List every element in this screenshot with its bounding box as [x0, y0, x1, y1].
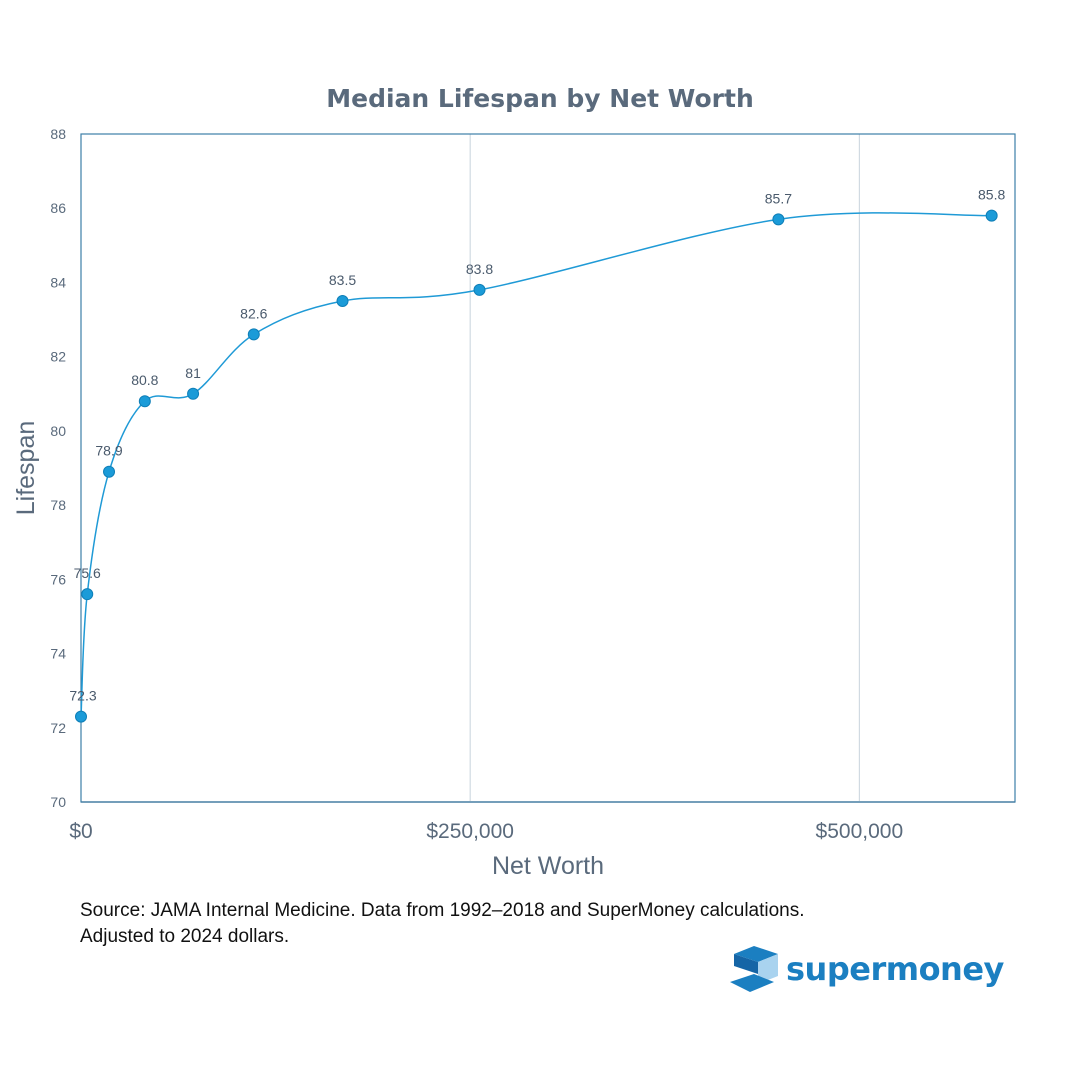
plot-area-frame: [80, 133, 1016, 803]
data-label: 85.7: [765, 190, 792, 206]
x-axis-label: Net Worth: [492, 852, 604, 880]
x-axis-ticks: $0 $250,000 $500,000: [69, 820, 903, 843]
y-tick-label: 82: [50, 349, 66, 365]
brand-logo: supermoney: [728, 942, 1018, 1002]
y-axis-label: Lifespan: [12, 421, 40, 516]
y-tick-label: 76: [50, 571, 66, 587]
y-tick-label: 88: [50, 126, 66, 142]
brand-name: supermoney: [786, 950, 1004, 988]
data-point: [138, 395, 151, 408]
x-tick-label: $250,000: [426, 820, 514, 843]
data-label: 81: [185, 365, 201, 381]
y-tick-label: 84: [50, 274, 66, 290]
data-label: 75.6: [74, 565, 101, 581]
data-point: [473, 283, 486, 296]
y-tick-label: 70: [50, 794, 66, 810]
series-lifespan: 72.3 75.6 78.9 80.8 81 82.6 83.5 83.8 85.7 85.8: [69, 187, 1005, 723]
data-label: 85.8: [978, 187, 1005, 203]
data-label: 83.8: [466, 261, 493, 277]
data-label: 72.3: [69, 688, 96, 704]
y-axis-ticks: 70 72 74 76 78 80 82 84 86 88: [50, 126, 66, 810]
source-note: Source: JAMA Internal Medicine. Data fro…: [80, 898, 980, 950]
y-tick-label: 80: [50, 423, 66, 439]
supermoney-logo-icon: [730, 946, 778, 992]
source-line-2: Adjusted to 2024 dollars.: [80, 926, 290, 947]
y-tick-label: 72: [50, 720, 66, 736]
data-point: [985, 209, 998, 222]
data-label: 78.9: [95, 443, 122, 459]
data-label: 82.6: [240, 305, 267, 321]
data-point: [247, 328, 260, 341]
data-point: [336, 295, 349, 307]
data-point: [103, 465, 116, 478]
x-tick-label: $0: [69, 820, 92, 843]
chart-title: Median Lifespan by Net Worth: [326, 84, 754, 113]
data-label: 83.5: [329, 272, 356, 288]
data-label: 80.8: [131, 372, 158, 388]
source-line-1: Source: JAMA Internal Medicine. Data fro…: [80, 900, 805, 921]
data-point: [187, 387, 200, 400]
series-line: [80, 212, 992, 717]
data-point: [772, 213, 785, 226]
y-tick-label: 74: [50, 646, 66, 662]
lifespan-chart: Median Lifespan by Net Worth 70 72 74 76 78 8…: [12, 84, 1016, 880]
data-point: [75, 710, 87, 723]
data-point: [81, 588, 94, 601]
y-tick-label: 86: [50, 200, 66, 216]
x-tick-label: $500,000: [816, 820, 904, 843]
grid-lines: [81, 134, 1015, 803]
y-tick-label: 78: [50, 497, 66, 513]
